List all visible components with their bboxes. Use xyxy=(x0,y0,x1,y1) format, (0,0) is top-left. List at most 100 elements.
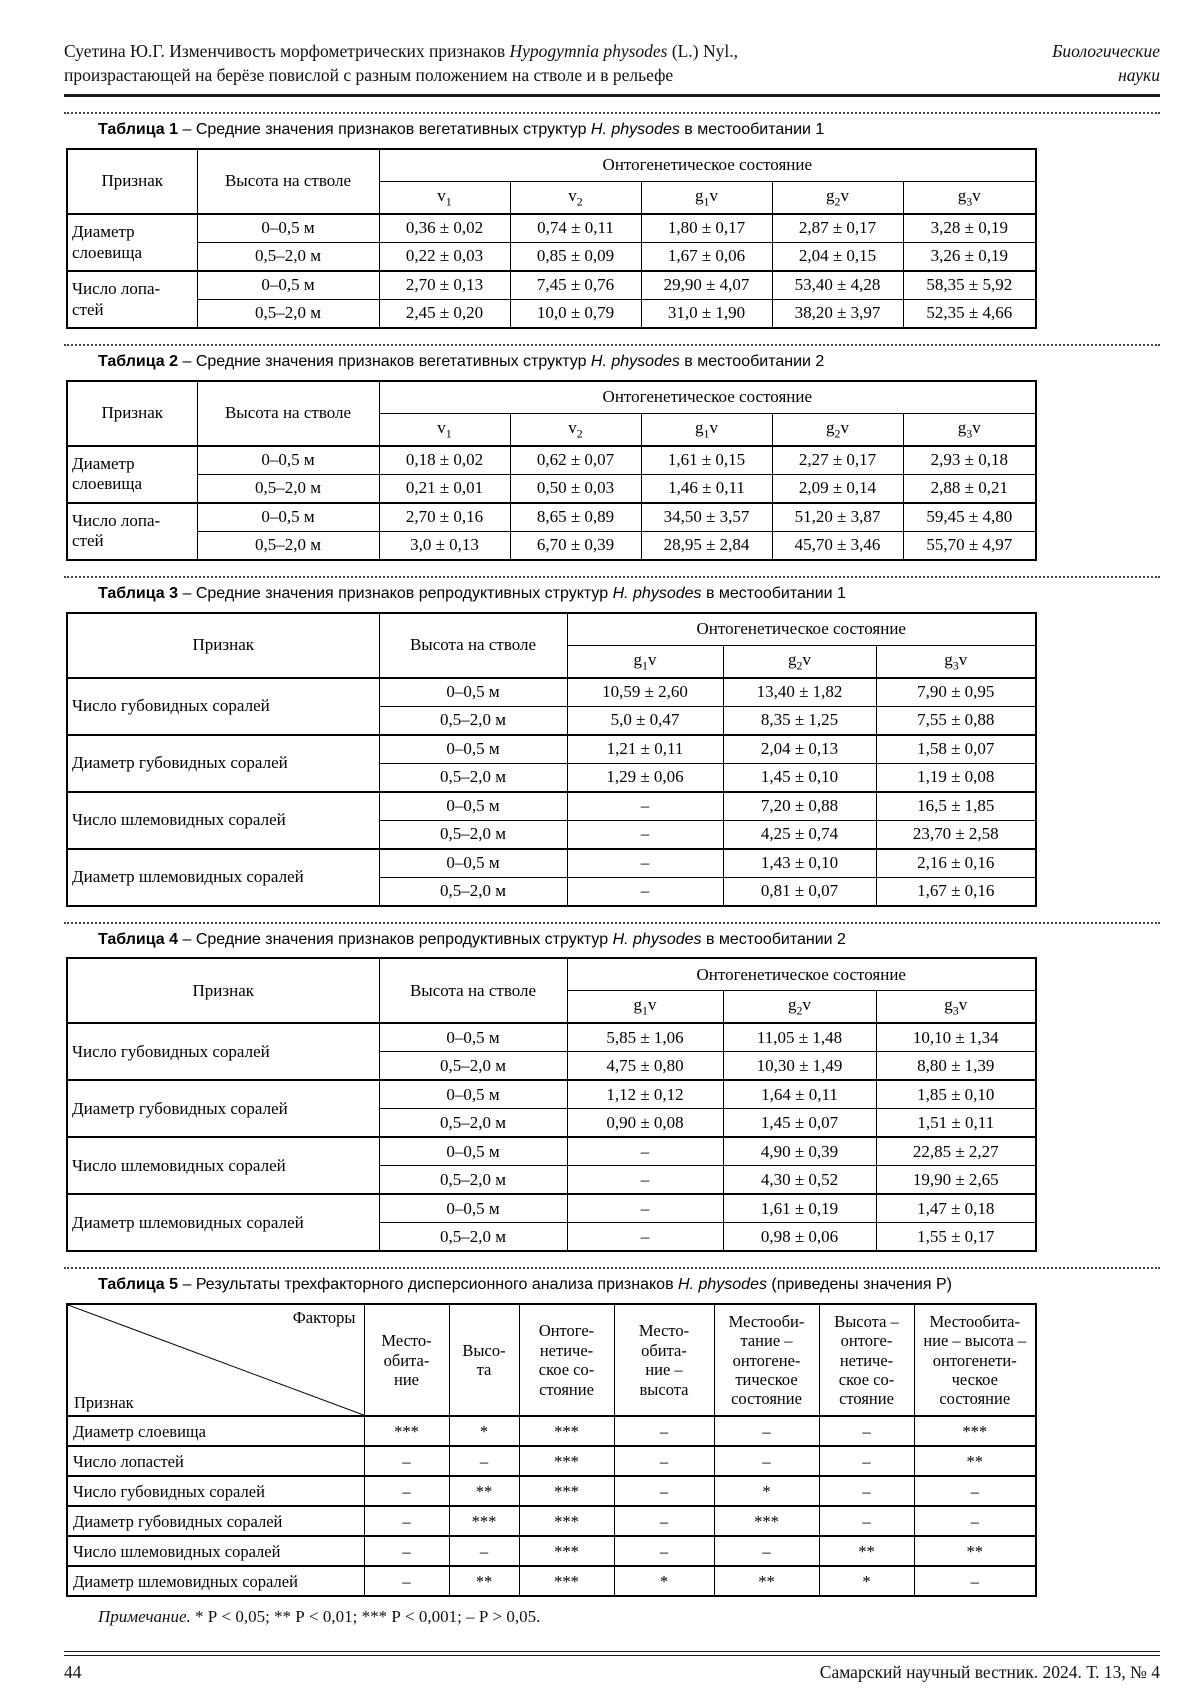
significance-cell: – xyxy=(448,1445,520,1478)
section-divider xyxy=(64,112,1160,115)
significance-cell: – xyxy=(363,1565,450,1598)
value-cell: 7,55 ± 0,88 xyxy=(875,705,1037,736)
significance-cell: – xyxy=(713,1415,820,1448)
anova-row: Диаметр шлемовидных соралей – ** *** * ** * – xyxy=(66,1565,1037,1598)
value-cell: 53,40 ± 4,28 xyxy=(771,270,904,301)
value-cell: 0,50 ± 0,03 xyxy=(509,473,642,504)
value-cell: 1,85 ± 0,10 xyxy=(875,1079,1037,1110)
anova-row: Диаметр слоевища *** * *** – – – *** xyxy=(66,1415,1037,1448)
feature-cell: Диаметр губовидных соралей xyxy=(66,733,380,793)
page-header: Суетина Ю.Г. Изменчивость морфометрическ… xyxy=(64,40,1160,98)
significance-cell: ** xyxy=(913,1535,1037,1568)
value-cell: 7,45 ± 0,76 xyxy=(509,270,642,301)
feature-cell: Число губовидных соралей xyxy=(66,676,380,736)
corner-label-factors: Факторы xyxy=(292,1308,356,1328)
value-cell: 2,04 ± 0,15 xyxy=(771,242,904,272)
value-cell: 7,90 ± 0,95 xyxy=(875,676,1037,707)
feature-cell: Число лопастей xyxy=(66,1445,365,1478)
factor-header: Онтоге- нетиче- ское со- стояние xyxy=(518,1303,615,1417)
footer-rule xyxy=(64,1651,1160,1657)
table-number: Таблица 1 xyxy=(98,121,179,139)
feature-cell: Диаметр слоевища xyxy=(66,1415,365,1448)
value-cell: – xyxy=(566,847,724,878)
column-header-feature: Признак xyxy=(66,957,380,1024)
value-cell: 19,90 ± 2,65 xyxy=(875,1165,1037,1195)
table-3: Признак Высота на стволе Онтогенетическое … xyxy=(66,611,1038,907)
column-header-height: Высота на стволе xyxy=(196,148,380,215)
table-row: Число лопа- стей 0–0,5 м 2,70 ± 0,13 7,45 ±… xyxy=(66,270,1037,329)
value-cell: 8,35 ± 1,25 xyxy=(722,705,877,736)
value-cell: 1,12 ± 0,12 xyxy=(566,1079,724,1110)
significance-cell: *** xyxy=(518,1475,615,1508)
height-cell: 0–0,5 м xyxy=(196,270,380,301)
factor-header: Место- обита- ние xyxy=(363,1303,450,1417)
significance-cell: – xyxy=(363,1475,450,1508)
table-row: Диаметр губовидных соралей 0–0,5 м 1,21 ± … xyxy=(66,733,1037,793)
table-row: Диаметр слоевища 0–0,5 м 0,18 ± 0,02 0,62 ±… xyxy=(66,444,1037,504)
column-header-state: g1v xyxy=(566,644,724,679)
column-header-state: g2v xyxy=(771,181,904,216)
significance-cell: – xyxy=(818,1415,915,1448)
value-cell: 34,50 ± 3,57 xyxy=(640,501,773,532)
diagonal-line xyxy=(68,1305,364,1415)
value-cell: 1,61 ± 0,15 xyxy=(640,444,773,475)
value-cell: 10,59 ± 2,60 xyxy=(566,676,724,707)
height-cell: 0–0,5 м xyxy=(378,790,568,821)
value-cell: – xyxy=(566,1136,724,1167)
footnote-label: Примечание. xyxy=(98,1607,191,1627)
table-2: Признак Высота на стволе Онтогенетическое … xyxy=(66,379,1038,561)
footnote-text: * Р < 0,05; ** Р < 0,01; *** Р < 0,001; … xyxy=(190,1607,541,1627)
value-cell: 13,40 ± 1,82 xyxy=(722,676,877,707)
column-header-feature: Признак xyxy=(66,612,380,679)
table-row: 0,5–2,0 м 4,75 ± 0,80 10,30 ± 1,49 8,80 ± 1… xyxy=(67,1051,1037,1081)
table-row: Число губовидных соралей 0–0,5 м 10,59 ± 2… xyxy=(66,676,1037,736)
value-cell: 1,45 ± 0,07 xyxy=(722,1108,877,1138)
value-cell: 0,18 ± 0,02 xyxy=(378,444,511,475)
height-cell: 0,5–2,0 м xyxy=(378,819,568,850)
value-cell: 1,58 ± 0,07 xyxy=(875,733,1037,764)
section-divider xyxy=(64,921,1160,924)
significance-cell: *** xyxy=(448,1505,520,1538)
value-cell: 29,90 ± 4,07 xyxy=(640,270,773,301)
column-header-state-group: Онтогенетическое состояние xyxy=(378,380,1037,414)
state-header-row: g1v g2v g3v xyxy=(67,990,1037,1025)
value-cell: 6,70 ± 0,39 xyxy=(509,530,642,561)
value-cell: 2,88 ± 0,21 xyxy=(902,473,1037,504)
value-cell: 16,5 ± 1,85 xyxy=(875,790,1037,821)
significance-cell: * xyxy=(713,1475,820,1508)
column-header-state: v2 xyxy=(509,412,642,447)
height-cell: 0,5–2,0 м xyxy=(378,762,568,793)
section-name-line1: Биологические xyxy=(1052,41,1160,61)
value-cell: 11,05 ± 1,48 xyxy=(722,1022,877,1053)
significance-cell: – xyxy=(818,1505,915,1538)
significance-cell: – xyxy=(713,1535,820,1568)
height-cell: 0–0,5 м xyxy=(378,1079,568,1110)
factor-header: Место- обита- ние – высота xyxy=(613,1303,715,1417)
value-cell: 1,51 ± 0,11 xyxy=(875,1108,1037,1138)
significance-cell: * xyxy=(613,1565,715,1598)
value-cell: 2,27 ± 0,17 xyxy=(771,444,904,475)
state-header-row: v1 v2 g1v g2v g3v xyxy=(67,181,1037,216)
anova-row: Число лопастей – – *** – – – ** xyxy=(66,1445,1037,1478)
table-row: 0,5–2,0 м 0,21 ± 0,01 0,50 ± 0,03 1,46 ± 0,… xyxy=(67,473,1037,504)
running-head-author: Суетина Ю.Г. Изменчивость морфометрическ… xyxy=(64,41,506,61)
table-row: 0,5–2,0 м 0,90 ± 0,08 1,45 ± 0,07 1,51 ± 0,… xyxy=(67,1108,1037,1138)
column-header-state: g3v xyxy=(875,644,1037,679)
table-caption: Таблица 5 – Результаты трехфакторного ди… xyxy=(98,1276,952,1294)
height-cell: 0–0,5 м xyxy=(378,847,568,878)
species-name: H. physodes xyxy=(590,353,680,371)
table-row: Число шлемовидных соралей 0–0,5 м –4,90 ± … xyxy=(66,1136,1037,1195)
value-cell: 1,80 ± 0,17 xyxy=(640,213,773,244)
height-cell: 0,5–2,0 м xyxy=(196,530,380,561)
table-header-row: Признак Высота на стволе Онтогенетическое … xyxy=(66,380,1037,447)
height-cell: 0,5–2,0 м xyxy=(378,705,568,736)
height-cell: 0–0,5 м xyxy=(196,501,380,532)
journal-reference: Самарский научный вестник. 2024. Т. 13, … xyxy=(819,1662,1160,1683)
table-number: Таблица 5 xyxy=(98,1276,179,1294)
significance-cell: *** xyxy=(518,1505,615,1538)
value-cell: 4,25 ± 0,74 xyxy=(722,819,877,850)
value-cell: 10,0 ± 0,79 xyxy=(509,299,642,329)
feature-cell: Число шлемовидных соралей xyxy=(66,1535,365,1568)
value-cell: – xyxy=(566,1193,724,1224)
height-cell: 0–0,5 м xyxy=(378,1022,568,1053)
